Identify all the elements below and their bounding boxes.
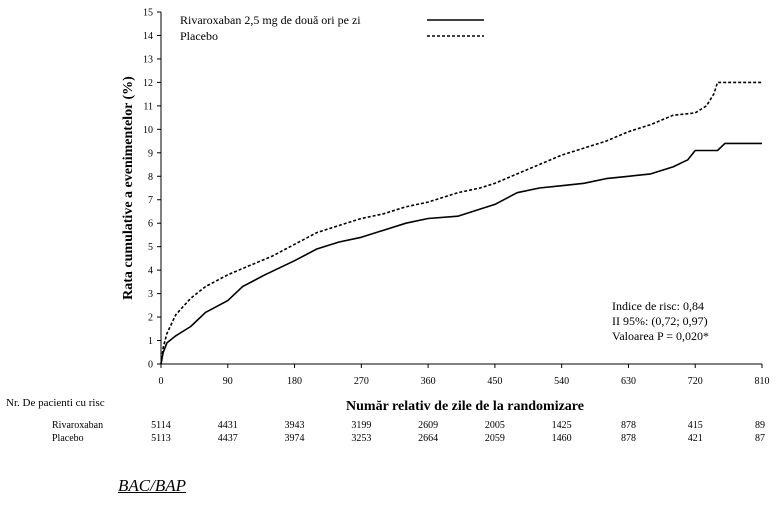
p-value-text: Valoarea P = 0,020*	[612, 329, 709, 343]
x-axis-title: Număr relativ de zile de la randomizare	[346, 399, 584, 414]
y-axis-title: Rata cumulative a evenimentelor (%)	[121, 76, 136, 300]
y-tick-label: 5	[148, 242, 153, 253]
y-tick-label: 2	[148, 313, 153, 324]
risk-cell: 89	[755, 420, 765, 431]
risk-cell: 2005	[485, 420, 505, 431]
risk-cell: 878	[621, 420, 636, 431]
risk-cell: 4431	[218, 420, 238, 431]
risk-cell: 3974	[285, 433, 305, 444]
risk-cell: 2664	[418, 433, 438, 444]
risk-cell: 87	[755, 433, 765, 444]
risk-cell: 3199	[351, 420, 371, 431]
risk-cell: 421	[688, 433, 703, 444]
risk-cell: 2609	[418, 420, 438, 431]
risk-cell: 1425	[552, 420, 572, 431]
risk-cell: 878	[621, 433, 636, 444]
x-tick-label: 90	[223, 376, 233, 387]
risk-cell: 1460	[552, 433, 572, 444]
y-tick-label: 14	[143, 31, 153, 42]
y-tick-label: 3	[148, 289, 153, 300]
y-tick-label: 12	[143, 78, 153, 89]
x-tick-label: 270	[354, 376, 369, 387]
series-line-rivaroxaban	[160, 142, 762, 365]
risk-row-label-placebo: Placebo	[52, 433, 84, 444]
y-tick-label: 7	[148, 195, 153, 206]
risk-cell: 5113	[151, 433, 171, 444]
risk-cell: 3253	[351, 433, 371, 444]
risk-cell: 5114	[151, 420, 171, 431]
y-tick-label: 0	[148, 360, 153, 371]
risk-cell: 3943	[285, 420, 305, 431]
y-tick-label: 6	[148, 219, 153, 230]
x-tick-label: 0	[159, 376, 164, 387]
legend: Rivaroxaban 2,5 mg de două ori pe zi Pla…	[180, 13, 484, 43]
risk-row-label-rivaroxaban: Rivaroxaban	[52, 420, 103, 431]
risk-cell: 4437	[218, 433, 238, 444]
stats-annotation: Indice de risc: 0,84 II 95%: (0,72; 0,97…	[612, 299, 709, 343]
hazard-ratio-text: Indice de risc: 0,84	[612, 299, 704, 313]
y-tick-label: 13	[143, 54, 153, 65]
y-tick-label: 11	[143, 101, 153, 112]
x-tick-label: 360	[421, 376, 436, 387]
y-tick-label: 1	[148, 336, 153, 347]
x-tick-label: 180	[287, 376, 302, 387]
x-tick-label: 810	[755, 376, 770, 387]
y-tick-label: 4	[148, 266, 153, 277]
risk-table-header: Nr. De pacienti cu risc	[6, 397, 105, 409]
risk-cell: 2059	[485, 433, 505, 444]
y-tick-label: 15	[143, 8, 153, 19]
x-tick-label: 450	[487, 376, 502, 387]
legend-label-placebo: Placebo	[180, 29, 218, 43]
x-tick-label: 540	[554, 376, 569, 387]
x-tick-label: 720	[688, 376, 703, 387]
section-heading: BAC/BAP	[118, 476, 186, 495]
x-tick-label: 630	[621, 376, 636, 387]
y-tick-label: 9	[148, 148, 153, 159]
risk-cell: 415	[688, 420, 703, 431]
legend-label-rivaroxaban: Rivaroxaban 2,5 mg de două ori pe zi	[180, 13, 361, 27]
y-tick-label: 10	[143, 125, 153, 136]
confidence-interval-text: II 95%: (0,72; 0,97)	[612, 314, 708, 328]
y-tick-label: 8	[148, 172, 153, 183]
series-line-placebo	[160, 81, 762, 365]
